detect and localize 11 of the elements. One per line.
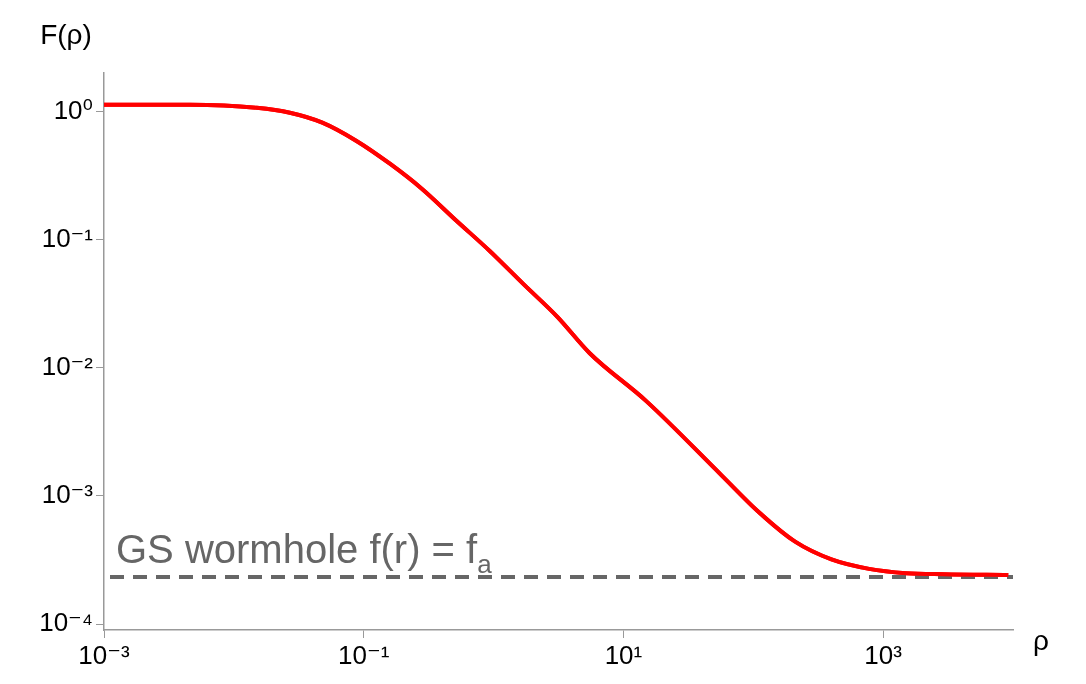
x-axis-title: ρ xyxy=(1033,624,1049,656)
y-tick-label: 10⁻¹ xyxy=(41,222,94,253)
x-tick-label: 10⁻³ xyxy=(78,639,130,670)
x-tick-label: 10¹ xyxy=(604,639,643,670)
x-tick-label: 10⁻¹ xyxy=(338,639,390,670)
x-tick-label: 10³ xyxy=(864,639,903,670)
y-axis-title: F(ρ) xyxy=(40,18,92,50)
y-tick-label: 10⁰ xyxy=(53,94,93,125)
y-tick-label: 10⁻² xyxy=(41,351,94,382)
y-tick-label: 10⁻⁴ xyxy=(39,607,93,638)
y-tick-label: 10⁻³ xyxy=(41,479,94,510)
